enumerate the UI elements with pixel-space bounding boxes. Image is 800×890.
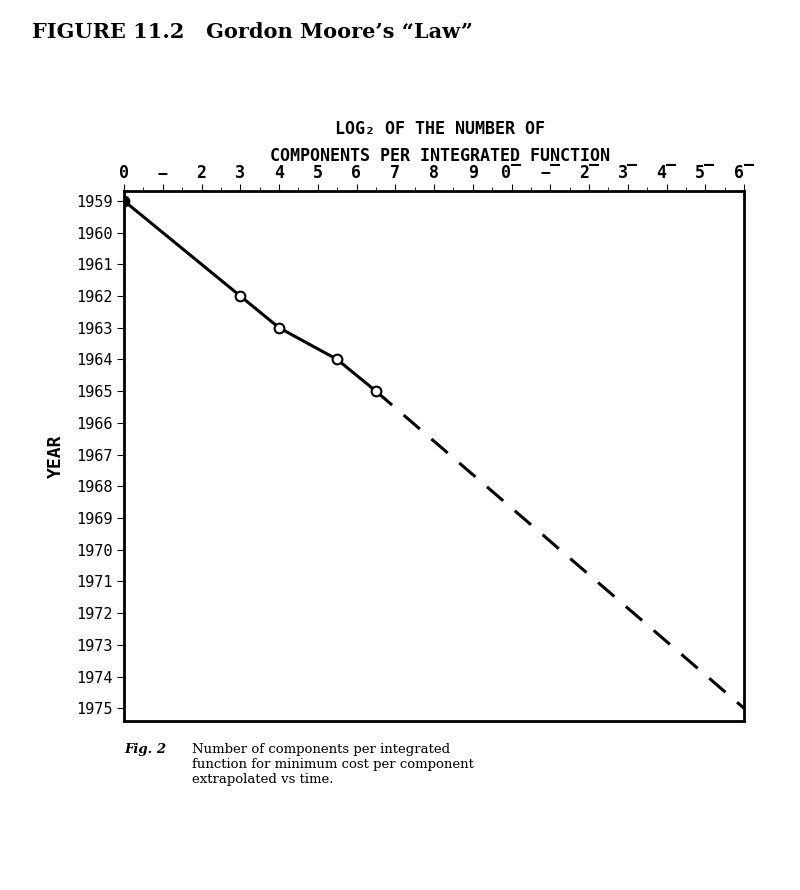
Text: LOG₂ OF THE NUMBER OF: LOG₂ OF THE NUMBER OF (335, 120, 545, 138)
Text: FIGURE 11.2   Gordon Moore’s “Law”: FIGURE 11.2 Gordon Moore’s “Law” (32, 22, 473, 42)
Text: COMPONENTS PER INTEGRATED FUNCTION: COMPONENTS PER INTEGRATED FUNCTION (270, 147, 610, 165)
Text: Number of components per integrated
function for minimum cost per component
extr: Number of components per integrated func… (192, 743, 474, 786)
Text: Fig. 2: Fig. 2 (124, 743, 166, 756)
Y-axis label: YEAR: YEAR (47, 434, 66, 478)
